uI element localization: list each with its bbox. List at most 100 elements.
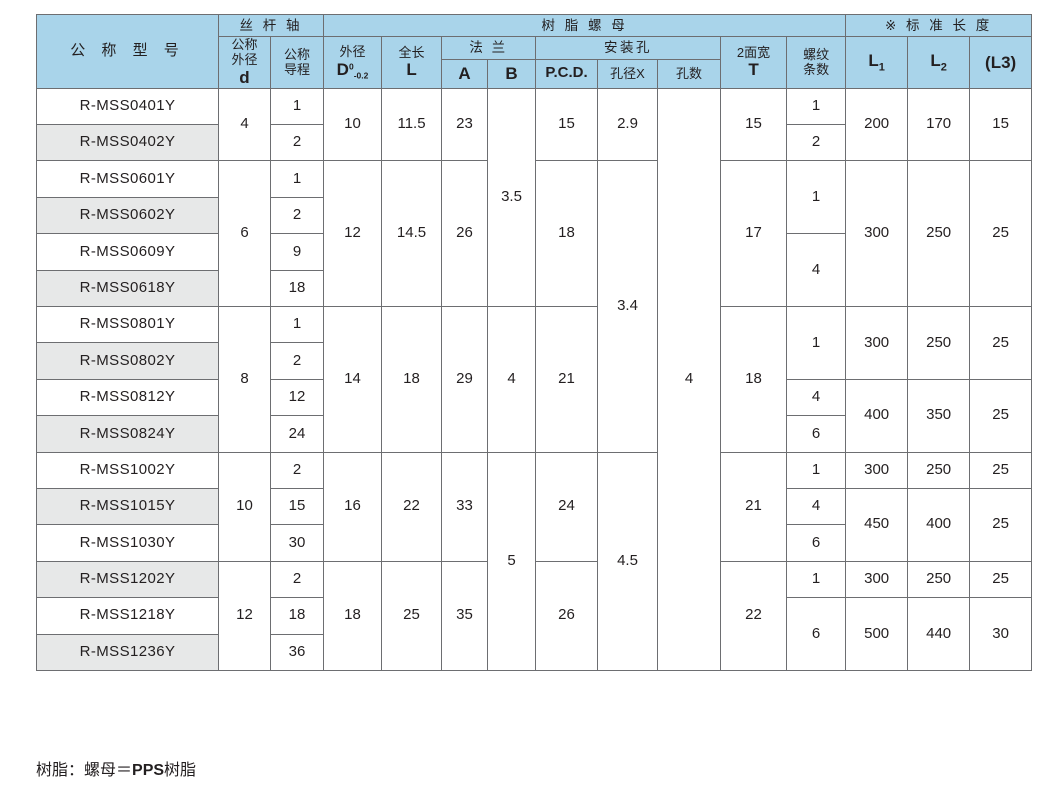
cell-pcd: 24: [535, 451, 599, 562]
cell-l1: 200: [845, 87, 909, 162]
cell-thread-count: 6: [786, 524, 847, 562]
cell-outer-d: 12: [323, 160, 383, 308]
cell-lead: 24: [269, 415, 325, 453]
cell-hole-diameter: 2.9: [597, 87, 659, 162]
cell-l1: 400: [845, 378, 909, 453]
table-row[interactable]: R-MSS1015Y 15 4 450 400 25: [36, 487, 1033, 562]
table-row[interactable]: R-MSS0801Y 8 1 14 18 29 4 21 18 1 300 25…: [36, 306, 1033, 453]
table-row[interactable]: R-MSS1002Y 10 2 16 22 33 5 24 4.5 21 1 3…: [36, 451, 1033, 671]
footnotes: 树脂：螺母＝PPS树脂 丝杆＝SUS304 ※承接各种轴端加工。: [36, 706, 196, 802]
table-row[interactable]: R-MSS1202Y 12 2 18 25 35 26 22 1 300 250…: [36, 560, 1033, 671]
cell-model: R-MSS0609Y: [36, 233, 219, 271]
cell-model: R-MSS1030Y: [36, 524, 219, 562]
cell-lead: 2: [269, 124, 325, 162]
cell-l3: 25: [969, 560, 1033, 599]
sub-header-flange: 法 兰: [441, 35, 537, 61]
col-header-width-across-flats: 2面宽 T: [720, 36, 788, 89]
table-row[interactable]: R-MSS1236Y 36: [36, 633, 1032, 671]
cell-nominal-d: 10: [218, 451, 271, 562]
cell-model: R-MSS0824Y: [36, 415, 219, 453]
cell-l1: 300: [845, 560, 909, 599]
table-row[interactable]: R-MSS0802Y 2: [36, 342, 1032, 380]
cell-flange-b: 5: [487, 451, 537, 671]
cell-nominal-d: 12: [218, 560, 271, 671]
cell-l3: 15: [969, 87, 1033, 162]
group-header-standard-length: ※ 标 准 长 度: [845, 14, 1033, 37]
cell-thread-count: 6: [786, 597, 847, 671]
cell-total-length: 18: [381, 306, 443, 453]
table-row[interactable]: R-MSS0824Y 24 6: [36, 415, 1032, 453]
cell-lead: 18: [269, 597, 325, 635]
cell-thread-count: 4: [786, 378, 847, 417]
cell-width-t: 21: [720, 451, 788, 562]
col-header-l3: (L3): [969, 36, 1033, 89]
table-body: R-MSS0401Y 4 1 10 11.5 23 3.5 15 2.9 4 1…: [36, 87, 1033, 671]
cell-thread-count: 1: [786, 160, 847, 235]
footnote-resin-nut: 树脂：螺母＝PPS树脂: [36, 761, 197, 779]
tolerance-lower: -0.2: [353, 70, 369, 81]
cell-pcd: 21: [535, 306, 599, 453]
cell-thread-count: 1: [786, 87, 847, 126]
cell-pcd: 26: [535, 560, 599, 671]
table-row[interactable]: R-MSS0609Y 9 4: [36, 233, 1032, 308]
col-header-thread-count: 螺纹 条数: [786, 36, 847, 89]
cell-nominal-d: 4: [218, 87, 271, 162]
cell-thread-count: 4: [786, 487, 847, 526]
cell-model: R-MSS1202Y: [36, 560, 219, 599]
cell-l2: 250: [907, 451, 971, 490]
col-header-pcd: P.C.D.: [535, 59, 599, 89]
cell-width-t: 18: [720, 306, 788, 453]
table-row[interactable]: R-MSS0402Y 2 2: [36, 124, 1032, 162]
table-row[interactable]: R-MSS0812Y 12 4 400 350 25: [36, 378, 1033, 453]
cell-flange-a: 26: [441, 160, 489, 308]
cell-l1: 300: [845, 306, 909, 380]
cell-l3: 25: [969, 488, 1033, 562]
cell-width-t: 15: [720, 87, 788, 162]
cell-l2: 350: [907, 378, 971, 453]
cell-flange-a: 35: [441, 560, 489, 671]
cell-lead: 2: [269, 196, 325, 235]
col-header-flange-a: A: [441, 59, 489, 89]
cell-pcd: 15: [535, 87, 599, 162]
cell-l3: 25: [969, 378, 1033, 453]
cell-outer-d: 14: [323, 306, 383, 453]
cell-hole-count: 4: [657, 87, 722, 671]
table-head: 公 称 型 号 丝 杆 轴 树 脂 螺 母 ※ 标 准 长 度 公称 外径 d …: [36, 14, 1033, 89]
cell-l1: 450: [845, 488, 909, 562]
cell-l2: 250: [907, 560, 971, 599]
cell-flange-b: 4: [487, 306, 537, 453]
cell-thread-count: 1: [786, 306, 847, 380]
cell-l3: 25: [969, 306, 1033, 380]
cell-lead: 12: [269, 378, 325, 417]
cell-outer-d: 16: [323, 451, 383, 562]
col-header-nominal-lead: 公称 导程: [269, 36, 325, 89]
cell-l3: 25: [969, 451, 1033, 490]
table-row[interactable]: R-MSS1218Y 18 6 500 440 30: [36, 597, 1033, 671]
cell-hole-diameter: 3.4: [597, 160, 659, 453]
tolerance-upper: 0: [348, 61, 354, 72]
cell-l2: 250: [907, 160, 971, 308]
sub-header-row-2: A B P.C.D. 孔径X 孔数: [37, 59, 1032, 89]
col-header-l1: L1: [845, 36, 909, 89]
cell-model: R-MSS0812Y: [36, 378, 219, 417]
cell-nominal-d: 6: [218, 160, 271, 308]
cell-flange-a: 33: [441, 451, 489, 562]
cell-total-length: 14.5: [381, 160, 443, 308]
cell-thread-count: 1: [786, 451, 847, 490]
cell-width-t: 22: [720, 560, 788, 671]
col-header-nominal-outer-d: 公称 外径 d: [218, 36, 271, 89]
col-header-nut-outer-d: 外径 D0-0.2: [323, 36, 383, 89]
group-header-resin-nut: 树 脂 螺 母: [323, 14, 847, 37]
table-row[interactable]: R-MSS1030Y 30 6: [36, 524, 1032, 562]
table-row[interactable]: R-MSS0618Y 18: [36, 269, 1032, 308]
cell-outer-d: 10: [323, 87, 383, 162]
cell-nominal-d: 8: [218, 306, 271, 453]
cell-lead: 1: [269, 160, 325, 198]
cell-flange-b: 3.5: [487, 87, 537, 308]
cell-l3: 30: [969, 597, 1033, 671]
table-row[interactable]: R-MSS0401Y 4 1 10 11.5 23 3.5 15 2.9 4 1…: [36, 87, 1033, 671]
cell-width-t: 17: [720, 160, 788, 308]
cell-pcd: 18: [535, 160, 599, 308]
cell-thread-count: 4: [786, 233, 847, 308]
cell-lead: 18: [269, 269, 325, 308]
